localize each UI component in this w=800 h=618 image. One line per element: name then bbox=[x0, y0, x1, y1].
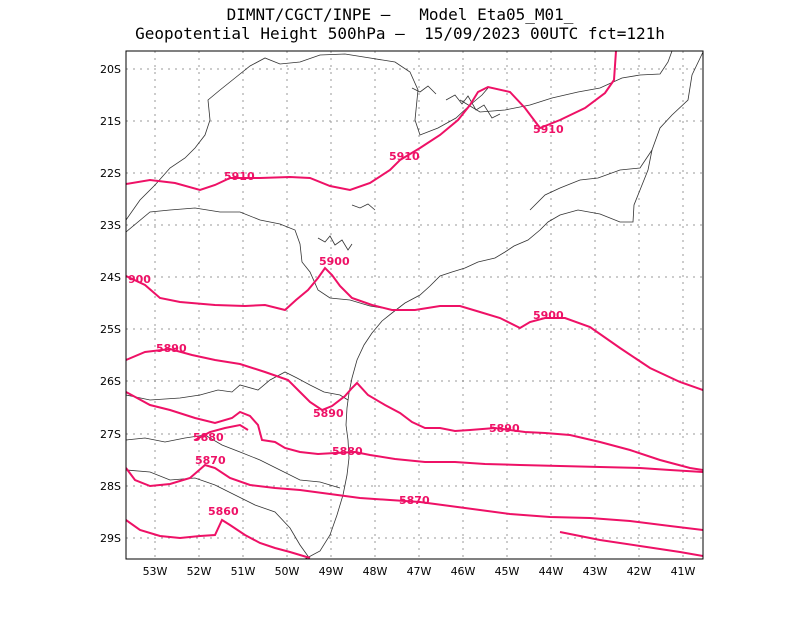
lon-tick-label: 47W bbox=[407, 565, 432, 578]
lon-tick-label: 53W bbox=[143, 565, 168, 578]
contour-label: 900 bbox=[128, 273, 151, 286]
lon-tick-label: 42W bbox=[627, 565, 652, 578]
contour-5880 bbox=[126, 391, 703, 473]
contour-label: 5880 bbox=[193, 431, 224, 444]
lat-tick-label: 25S bbox=[100, 323, 121, 336]
state-border-sc-rs bbox=[126, 434, 341, 489]
lon-tick-label: 51W bbox=[231, 565, 256, 578]
map-frame bbox=[125, 50, 704, 560]
map-title-line-1: DIMNT/CGCT/INPE — Model Eta05_M01_ bbox=[226, 5, 574, 24]
contour-label: 5910 bbox=[224, 170, 255, 183]
reservoir-tiete bbox=[351, 203, 376, 211]
state-border-pr-sc bbox=[126, 371, 349, 401]
lat-tick-label: 20S bbox=[100, 63, 121, 76]
contour-label: 5870 bbox=[399, 494, 430, 507]
lake-itaipu bbox=[317, 235, 353, 251]
contour-label: 5890 bbox=[489, 422, 520, 435]
state-border-mg-sp bbox=[126, 53, 489, 221]
reservoir-grande bbox=[411, 85, 437, 95]
contour-5860 bbox=[126, 518, 311, 559]
lat-tick-label: 29S bbox=[100, 532, 121, 545]
map-title-line-2: Geopotential Height 500hPa — 15/09/2023 … bbox=[135, 24, 665, 43]
state-border-rj-sp bbox=[529, 149, 653, 211]
lon-tick-label: 50W bbox=[275, 565, 300, 578]
contour-5910 bbox=[126, 51, 617, 192]
lon-tick-label: 48W bbox=[363, 565, 388, 578]
contour-label: 5900 bbox=[533, 309, 564, 322]
lat-tick-label: 22S bbox=[100, 167, 121, 180]
lat-tick-label: 27S bbox=[100, 428, 121, 441]
lat-tick-label: 26S bbox=[100, 375, 121, 388]
lat-tick-label: 28S bbox=[100, 480, 121, 493]
contour-5890 bbox=[126, 347, 703, 471]
lat-tick-label: 23S bbox=[100, 219, 121, 232]
lon-tick-label: 43W bbox=[583, 565, 608, 578]
contour-label: 5870 bbox=[195, 454, 226, 467]
contour-label: 5910 bbox=[389, 150, 420, 163]
lat-tick-label: 21S bbox=[100, 115, 121, 128]
contour-label: 5890 bbox=[313, 407, 344, 420]
lon-tick-label: 49W bbox=[319, 565, 344, 578]
lon-tick-label: 46W bbox=[451, 565, 476, 578]
coastline bbox=[304, 51, 703, 559]
state-border-sp-pr bbox=[126, 207, 396, 311]
contour-label: 5860 bbox=[208, 505, 239, 518]
lat-tick-label: 24S bbox=[100, 271, 121, 284]
contour-label: 5910 bbox=[533, 123, 564, 136]
lon-tick-label: 45W bbox=[495, 565, 520, 578]
contour-5860-east bbox=[559, 531, 703, 557]
contour-5880-west bbox=[194, 423, 249, 441]
contour-5870 bbox=[126, 463, 703, 531]
contour-label: 5890 bbox=[156, 342, 187, 355]
argentina-border bbox=[126, 469, 311, 559]
contour-label: 5880 bbox=[332, 445, 363, 458]
lon-tick-label: 44W bbox=[539, 565, 564, 578]
lon-tick-label: 52W bbox=[187, 565, 212, 578]
state-border-mg-rj bbox=[459, 51, 673, 113]
contour-label: 5900 bbox=[319, 255, 350, 268]
contour-5900 bbox=[126, 266, 703, 391]
lon-tick-label: 41W bbox=[671, 565, 696, 578]
